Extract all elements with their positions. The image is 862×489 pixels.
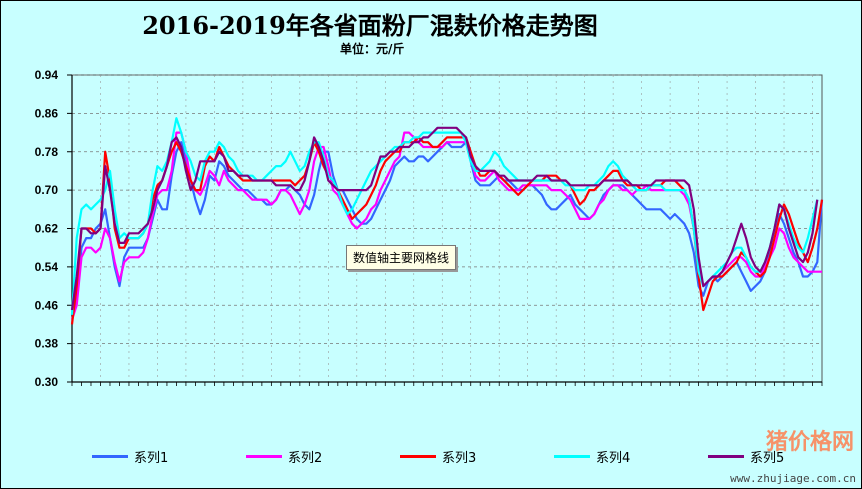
y-tick-label: 0.54 xyxy=(35,260,59,274)
legend-swatch xyxy=(246,455,282,458)
series-line-5 xyxy=(70,126,819,311)
legend-label: 系列5 xyxy=(750,451,785,466)
site-url: www.zhujiage.com.cn xyxy=(730,472,856,485)
legend-item-3: 系列3 xyxy=(400,447,476,466)
legend-swatch xyxy=(554,455,590,458)
legend-swatch xyxy=(92,455,128,458)
unit-label: 单位：元/斤 xyxy=(340,42,405,56)
y-tick-label: 0.46 xyxy=(35,298,59,312)
y-tick-label: 0.70 xyxy=(35,183,59,197)
legend: 系列1 系列2 系列3 系列4 系列5 xyxy=(80,447,840,467)
y-tick-label: 0.38 xyxy=(35,337,59,351)
legend-item-4: 系列4 xyxy=(554,447,630,466)
legend-item-1: 系列1 xyxy=(92,447,168,466)
legend-label: 系列4 xyxy=(596,451,631,466)
legend-label: 系列3 xyxy=(442,451,477,466)
legend-swatch xyxy=(400,455,436,458)
legend-item-2: 系列2 xyxy=(246,447,322,466)
brand-watermark: 猪价格网 xyxy=(765,429,854,455)
y-tick-label: 0.30 xyxy=(35,375,59,389)
y-tick-label: 0.94 xyxy=(35,68,59,82)
y-tick-label: 0.86 xyxy=(35,106,59,120)
y-tick-label: 0.62 xyxy=(35,222,59,236)
chart-title: 2016-2019年各省面粉厂混麸价格走势图 xyxy=(142,11,598,40)
y-tick-label: 0.78 xyxy=(35,145,59,159)
legend-label: 系列1 xyxy=(134,451,169,466)
legend-swatch xyxy=(708,455,744,458)
legend-item-5: 系列5 xyxy=(708,447,784,466)
legend-label: 系列2 xyxy=(288,451,323,466)
gridline-tooltip: 数值轴主要网格线 xyxy=(346,245,457,270)
plot-area: 0.94 0.86 0.78 0.70 0.62 0.54 0.46 0.38 0.30 xyxy=(35,68,824,389)
